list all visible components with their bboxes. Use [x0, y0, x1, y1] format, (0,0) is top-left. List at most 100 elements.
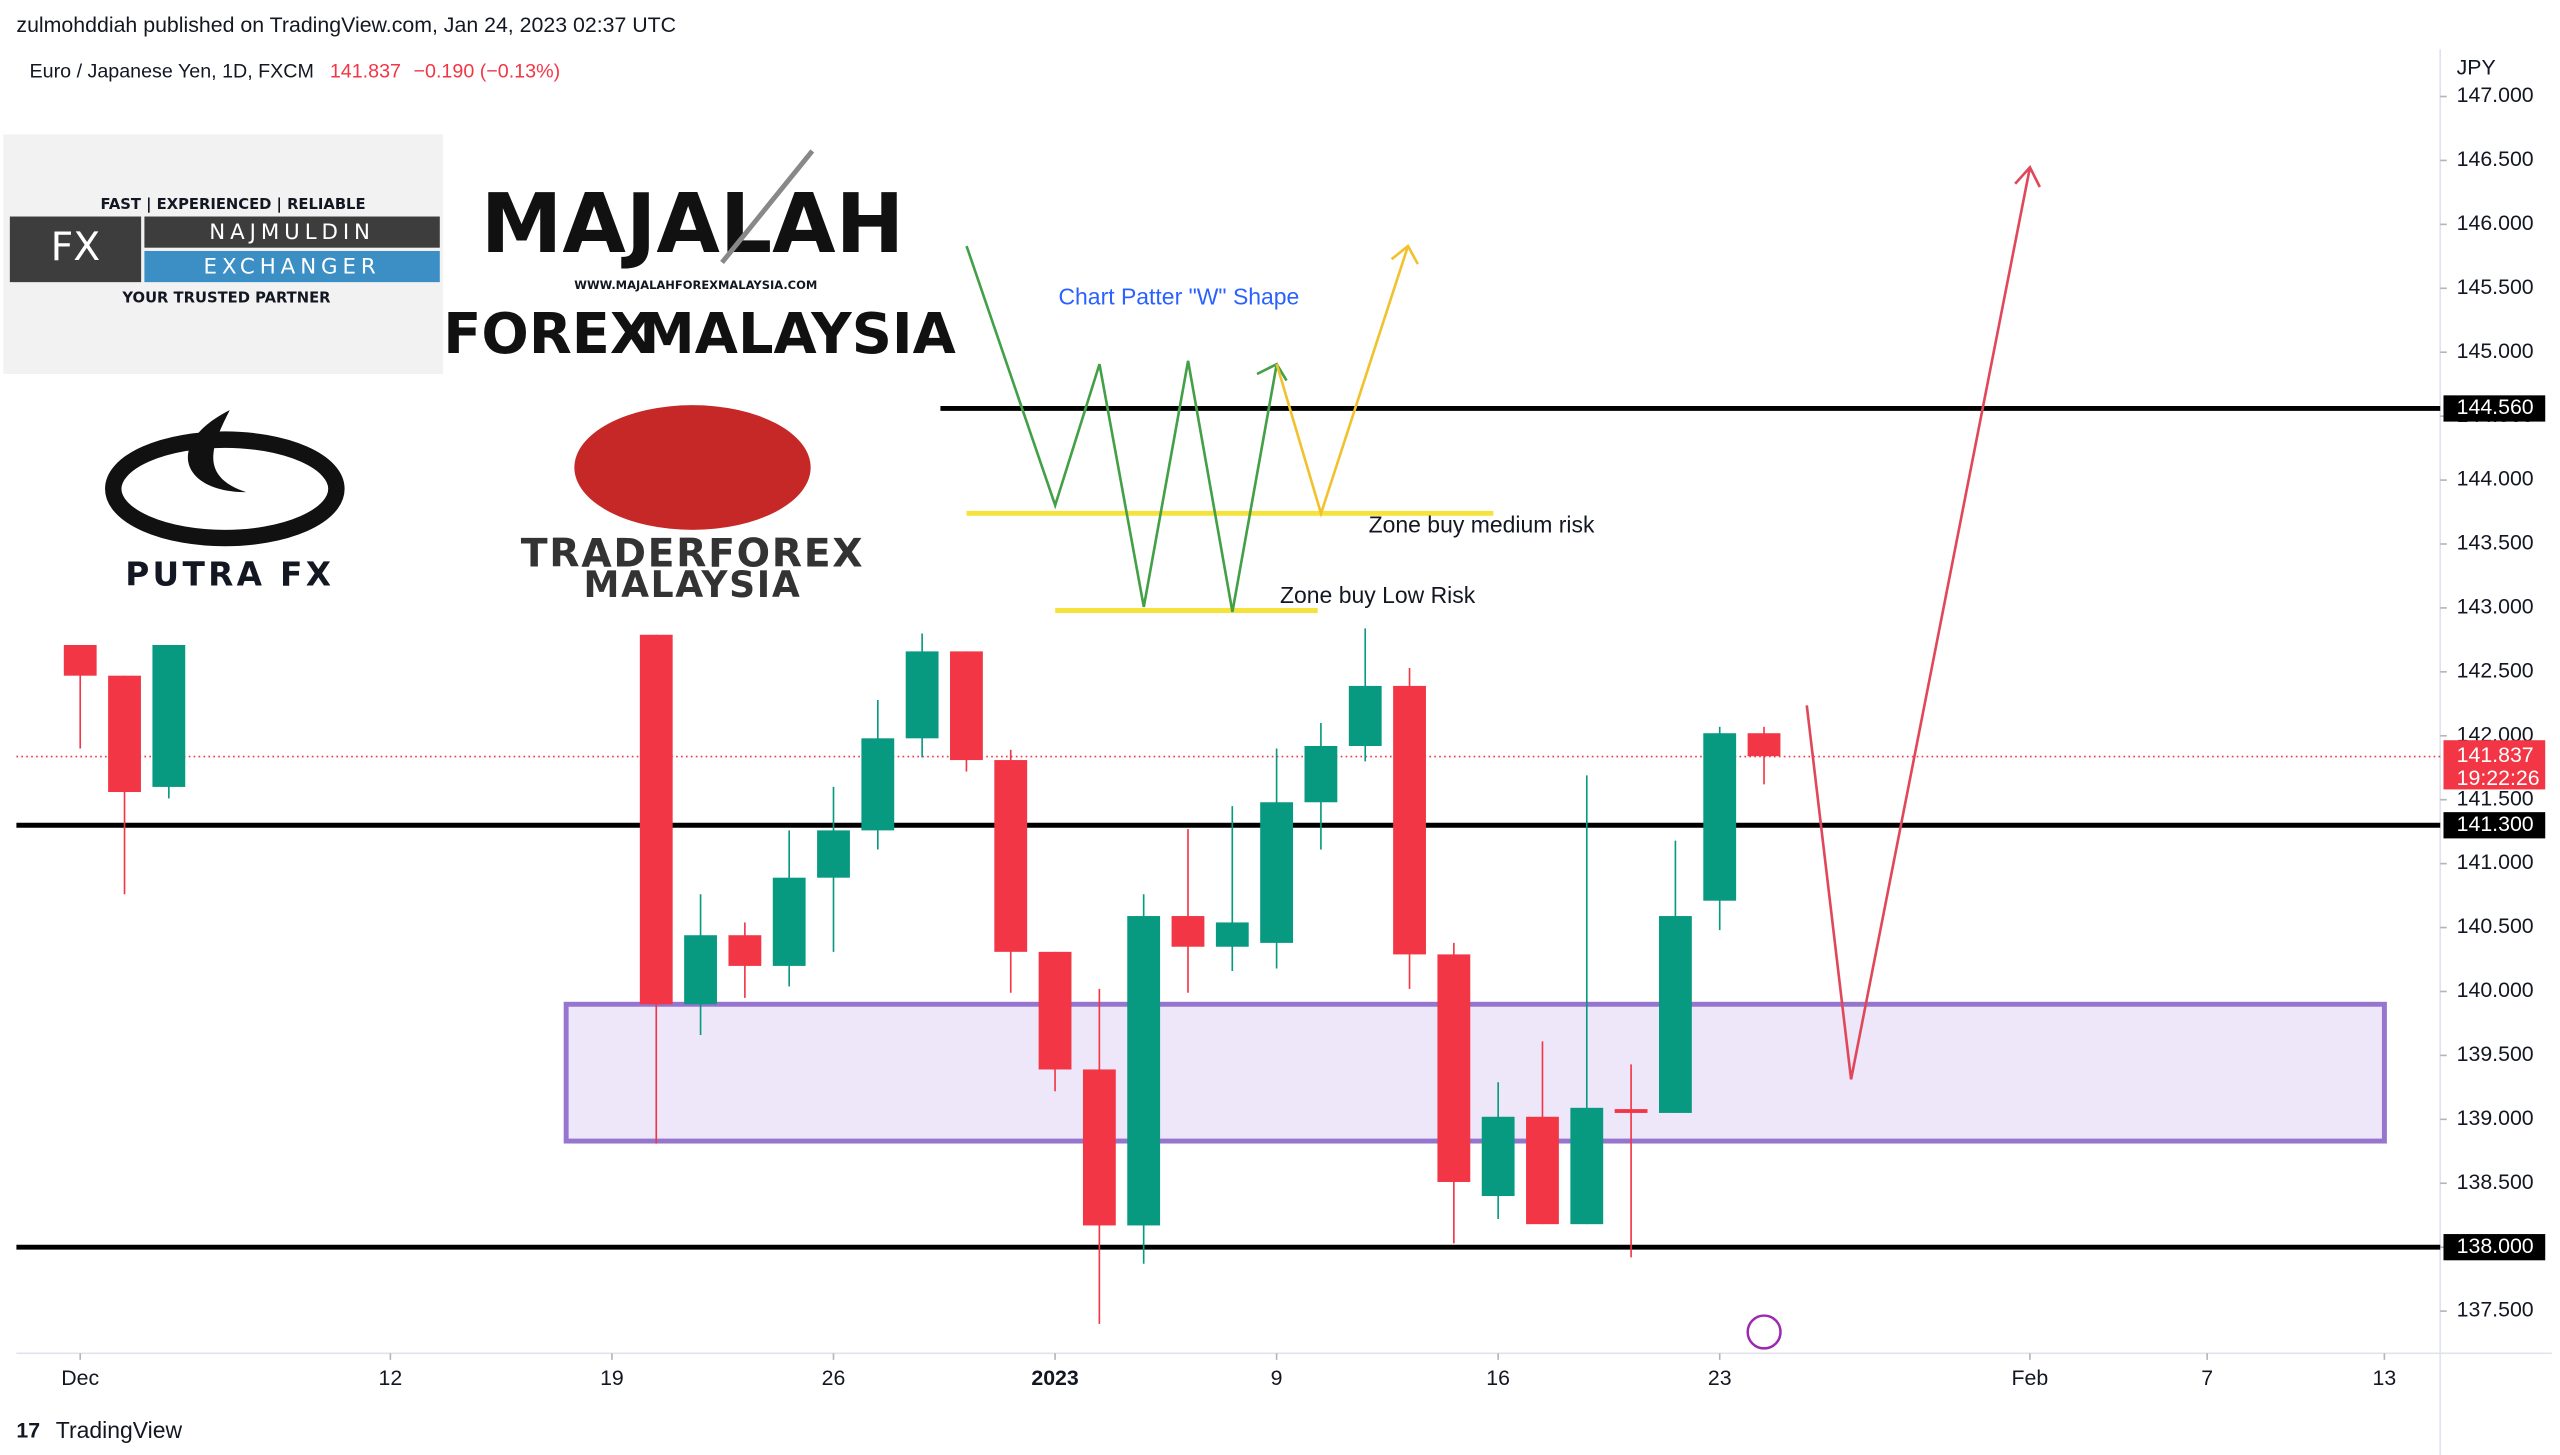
- candle-body: [152, 644, 186, 787]
- candle-body: [1348, 685, 1382, 747]
- x-tick-label: 2023: [1031, 1366, 1079, 1390]
- y-tick-label: 146.500: [2457, 147, 2534, 171]
- candle-body: [1747, 733, 1781, 757]
- logo-text: FX: [51, 224, 101, 270]
- level-label-box: [2443, 1234, 2546, 1261]
- y-tick-label: 141.000: [2457, 850, 2534, 874]
- y-tick-label: 146.000: [2457, 211, 2534, 235]
- level-label: 141.300: [2457, 812, 2534, 836]
- y-tick-label: 140.500: [2457, 914, 2534, 938]
- last-price-label: 141.837: [2457, 743, 2534, 767]
- candle-body: [1171, 916, 1205, 947]
- candle-body: [1614, 1109, 1648, 1113]
- y-tick-label: 142.500: [2457, 658, 2534, 682]
- y-tick-label: 138.500: [2457, 1170, 2534, 1194]
- logo-majalah: MAJALAH WWW.MAJALAHFOREXMALAYSIA.COM FOR…: [443, 134, 956, 375]
- level-label: 144.560: [2457, 395, 2534, 419]
- x-tick-label: 26: [822, 1366, 846, 1390]
- level-label: 138.000: [2457, 1234, 2534, 1258]
- y-tick-label: 139.000: [2457, 1106, 2534, 1130]
- candle-body: [684, 935, 717, 1005]
- candle-body: [817, 830, 850, 878]
- candle-body: [1570, 1107, 1604, 1225]
- candle-body: [950, 651, 983, 761]
- y-tick-label: 137.500: [2457, 1298, 2534, 1322]
- candle-body: [772, 877, 806, 966]
- y-tick-label: 140.000: [2457, 978, 2534, 1002]
- publisher: zulmohddiah published on TradingView.com…: [16, 13, 676, 37]
- plot: 137.500 138.000 138.500 139.000 139.500 140.0…: [16, 49, 2552, 1455]
- x-tick-label: Dec: [61, 1366, 99, 1390]
- logo-trader: TRADERFOREX MALAYSIA: [446, 377, 941, 624]
- arrow-head: [1390, 244, 1419, 265]
- candle-body: [1703, 733, 1737, 901]
- y-tick-label: 141.500: [2457, 786, 2534, 810]
- symbol: Euro / Japanese Yen, 1D, FXCM: [30, 60, 314, 82]
- brand-icon: 17: [16, 1419, 40, 1443]
- logo-text: FAST | EXPERIENCED | RELIABLE: [100, 196, 365, 213]
- candle-body: [639, 634, 673, 1005]
- change: −0.190 (−0.13%): [414, 60, 561, 82]
- logo-text: NAJMULDIN: [209, 220, 375, 245]
- demand-zone: [563, 1001, 2387, 1144]
- level-label-box: [2443, 395, 2546, 422]
- candle-body: [1260, 802, 1294, 943]
- event-icon: [1746, 1314, 1782, 1350]
- price: 141.837: [330, 60, 401, 82]
- candle-body: [1127, 916, 1161, 1226]
- candle-body: [1082, 1069, 1116, 1226]
- countdown-label: 19:22:26: [2457, 766, 2540, 790]
- brand: TradingView: [56, 1417, 183, 1443]
- candle-body: [108, 675, 141, 793]
- logo-najmuldin: FAST | EXPERIENCED | RELIABLE FX NAJMULD…: [3, 134, 444, 375]
- logo-text: EXCHANGER: [204, 254, 381, 279]
- annotation: Zone buy medium risk: [1369, 512, 1595, 538]
- candle-body: [1437, 954, 1471, 1182]
- level-label-box: [2443, 812, 2546, 839]
- candle-body: [1038, 951, 1072, 1070]
- y-tick-label: 145.500: [2457, 275, 2534, 299]
- logo-text: MALAYSIA: [584, 564, 802, 606]
- logo-text: TRADERFOREX: [521, 531, 864, 577]
- y-tick-label: 144.000: [2457, 467, 2534, 491]
- y-tick-label: 147.000: [2457, 83, 2534, 107]
- x-tick-label: 7: [2201, 1366, 2213, 1390]
- candle-body: [1481, 1116, 1515, 1197]
- x-tick-label: 13: [2373, 1366, 2397, 1390]
- annotation: Zone buy Low Risk: [1280, 582, 1476, 608]
- logo-text: WWW.MAJALAHFOREXMALAYSIA.COM: [574, 278, 817, 292]
- currency: JPY: [2457, 56, 2496, 80]
- x-tick-label: 23: [1708, 1366, 1732, 1390]
- logo-text: MAJALAH: [481, 177, 905, 272]
- yellow-path: [1275, 245, 1410, 518]
- candle-body: [994, 760, 1028, 952]
- y-tick-label: 143.000: [2457, 595, 2534, 619]
- candle-body: [1658, 916, 1692, 1113]
- last-price-box: [2443, 740, 2546, 790]
- x-tick-label: 9: [1271, 1366, 1283, 1390]
- candle-body: [861, 738, 895, 831]
- x-tick-label: 19: [600, 1366, 624, 1390]
- w-pattern: [965, 245, 1279, 613]
- candle-body: [1215, 922, 1249, 947]
- arrow-head: [1256, 362, 1288, 382]
- x-tick-label: Feb: [2012, 1366, 2049, 1390]
- arrow-head: [2014, 165, 2041, 188]
- logo-text: PUTRA FX: [125, 555, 334, 593]
- x-tick-label: 16: [1486, 1366, 1510, 1390]
- x-tick-label: 12: [379, 1366, 403, 1390]
- logo-text: FOREX: [443, 302, 653, 367]
- candle-body: [1393, 685, 1426, 955]
- candle-body: [63, 644, 97, 676]
- logo-text: MALAYSIA: [639, 302, 956, 367]
- logo-text: YOUR TRUSTED PARTNER: [121, 290, 331, 307]
- candle-body: [1304, 746, 1338, 803]
- candle-body: [905, 651, 939, 739]
- annotation: Chart Patter "W" Shape: [1058, 284, 1299, 310]
- y-tick-label: 143.500: [2457, 531, 2534, 555]
- candle-body: [1526, 1116, 1559, 1225]
- candle-body: [728, 935, 762, 966]
- projection-path: [1805, 167, 2032, 1080]
